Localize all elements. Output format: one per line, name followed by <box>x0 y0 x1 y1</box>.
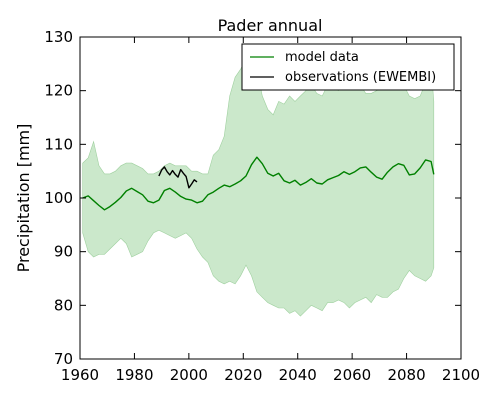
series-lines <box>82 156 435 211</box>
x-tick-label: 2080 <box>387 366 425 384</box>
y-tick-label: 100 <box>44 189 73 207</box>
y-tick-label: 70 <box>54 350 73 368</box>
y-tick-label: 110 <box>44 135 73 153</box>
chart-title: Pader annual <box>218 16 323 35</box>
x-tick-label: 2040 <box>279 366 317 384</box>
y-tick-label: 80 <box>54 296 73 314</box>
y-tick-label: 130 <box>44 28 73 46</box>
x-tick-label: 2100 <box>442 366 480 384</box>
observations-line <box>158 166 198 189</box>
x-tick-label: 2000 <box>170 366 208 384</box>
legend: model data observations (EWEMBI) <box>241 43 455 91</box>
legend-label-observations: observations (EWEMBI) <box>285 70 436 85</box>
legend-box <box>241 43 455 91</box>
y-tick-label: 90 <box>54 243 73 261</box>
axis-ticks: 1960 1980 2000 2020 2040 2060 2080 2100 70 80 90 10… <box>44 28 480 384</box>
x-tick-label: 2020 <box>224 366 262 384</box>
legend-label-model-data: model data <box>285 50 359 65</box>
x-tick-label: 1980 <box>115 366 153 384</box>
x-tick-label: 1960 <box>61 366 99 384</box>
model-data-line <box>82 156 435 211</box>
x-tick-label: 2060 <box>333 366 371 384</box>
model-range-band <box>82 58 435 317</box>
model-range-area <box>82 58 435 317</box>
y-tick-label: 120 <box>44 82 73 100</box>
y-axis-label: Precipitation [mm] <box>14 124 33 273</box>
